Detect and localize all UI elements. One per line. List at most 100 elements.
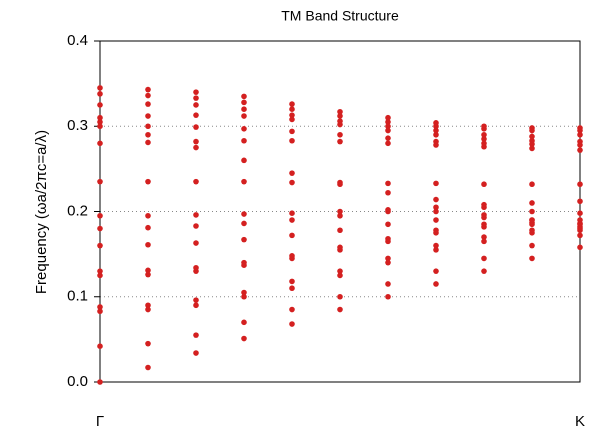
band-point xyxy=(193,112,199,118)
band-point xyxy=(433,127,439,134)
band-point xyxy=(241,289,247,296)
band-point xyxy=(337,227,343,234)
band-point xyxy=(433,281,439,287)
y-tick-label: 0.4 xyxy=(67,32,88,49)
band-point xyxy=(337,131,343,138)
band-point xyxy=(385,293,391,300)
band-point xyxy=(145,306,151,313)
band-point xyxy=(289,217,295,223)
band-point xyxy=(193,95,199,101)
band-point xyxy=(289,170,295,176)
band-point xyxy=(385,255,391,262)
band-point xyxy=(97,308,103,315)
band-point xyxy=(337,306,343,313)
band-point xyxy=(289,101,295,107)
band-point xyxy=(337,138,343,145)
band-point xyxy=(529,217,535,223)
band-point xyxy=(529,181,535,188)
band-point xyxy=(241,293,247,300)
band-point xyxy=(433,180,439,187)
band-point xyxy=(577,181,583,188)
band-point xyxy=(97,212,103,219)
band-point xyxy=(289,278,295,285)
band-point xyxy=(433,204,439,211)
band-point xyxy=(385,135,391,141)
band-point xyxy=(193,124,199,130)
band-point xyxy=(193,223,199,229)
band-point xyxy=(241,157,247,164)
band-point xyxy=(577,138,583,145)
y-axis-label: Frequency (ωa/2πc=a/λ) xyxy=(33,130,50,294)
band-point xyxy=(241,137,247,144)
band-point xyxy=(145,139,151,146)
band-point xyxy=(289,179,295,186)
band-point xyxy=(241,126,247,132)
band-point xyxy=(241,93,247,100)
band-point xyxy=(145,241,151,248)
band-point xyxy=(433,247,439,253)
band-point xyxy=(289,106,295,112)
band-point xyxy=(481,136,487,142)
band-point xyxy=(97,343,103,349)
band-point xyxy=(529,145,535,152)
band-point xyxy=(433,242,439,249)
band-point xyxy=(241,259,247,266)
band-point xyxy=(145,212,151,219)
band-point xyxy=(385,281,391,287)
y-tick-label: 0.0 xyxy=(67,373,88,390)
band-point xyxy=(577,198,583,205)
y-tick-label: 0.2 xyxy=(67,202,88,219)
band-point xyxy=(289,306,295,313)
band-point xyxy=(241,335,247,342)
band-point xyxy=(145,123,151,130)
band-point xyxy=(577,147,583,153)
band-point xyxy=(97,242,103,249)
band-point xyxy=(385,180,391,187)
band-point xyxy=(145,302,151,309)
band-point xyxy=(577,125,583,131)
band-point xyxy=(529,255,535,262)
band-point xyxy=(241,99,247,106)
band-point xyxy=(145,178,151,185)
band-point xyxy=(193,264,199,271)
band-point xyxy=(145,101,151,107)
band-point xyxy=(241,236,247,243)
band-point xyxy=(289,210,295,217)
band-point xyxy=(145,86,151,93)
band-point xyxy=(337,293,343,300)
band-point xyxy=(97,140,103,147)
band-point xyxy=(97,178,103,185)
band-point xyxy=(337,208,343,215)
band-point xyxy=(289,137,295,144)
band-point xyxy=(97,379,103,385)
band-point xyxy=(97,123,103,130)
band-point xyxy=(577,210,583,217)
band-point xyxy=(385,119,391,125)
band-point xyxy=(529,125,535,131)
band-point xyxy=(577,225,583,232)
band-point xyxy=(577,221,583,228)
band-point xyxy=(145,271,151,278)
band-point xyxy=(145,131,151,138)
band-point xyxy=(337,108,343,115)
band-point xyxy=(433,131,439,138)
band-point xyxy=(385,140,391,147)
band-point xyxy=(241,113,247,119)
band-point xyxy=(529,227,535,234)
band-point xyxy=(97,91,103,97)
band-point xyxy=(481,268,487,274)
band-point xyxy=(289,232,295,239)
x-tick-label: Γ xyxy=(96,413,104,430)
band-point xyxy=(481,238,487,245)
band-point xyxy=(385,206,391,213)
band-point xyxy=(193,297,199,303)
band-point xyxy=(241,178,247,185)
band-point xyxy=(385,189,391,196)
band-point xyxy=(193,332,199,338)
band-point xyxy=(337,244,343,251)
band-point xyxy=(193,144,199,151)
band-point xyxy=(97,85,103,91)
band-point xyxy=(481,234,487,240)
band-point xyxy=(97,225,103,232)
